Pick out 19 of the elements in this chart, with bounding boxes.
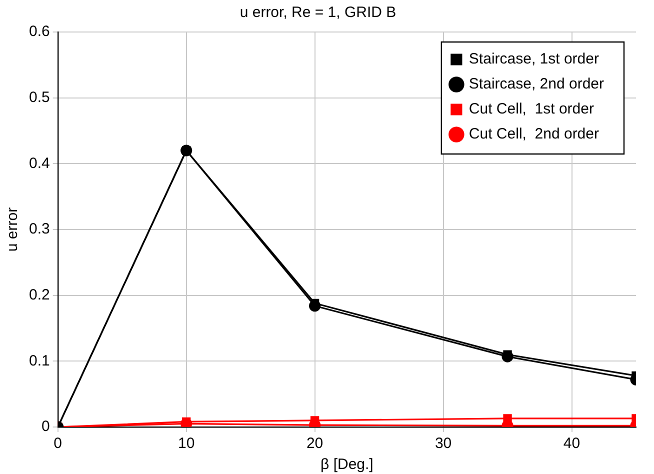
legend-label: Staircase, 1st order xyxy=(468,50,599,68)
x-tick-label: 40 xyxy=(563,435,580,452)
y-axis-title: u error xyxy=(4,207,22,252)
y-tick-label: 0.6 xyxy=(28,23,50,40)
y-tick-label: 0.1 xyxy=(28,352,50,370)
y-tick-label: 0.2 xyxy=(28,286,50,304)
x-tick-label: 0 xyxy=(54,435,62,452)
y-tick-label: 0.4 xyxy=(28,154,50,172)
legend-label: Cut Cell, 2nd order xyxy=(468,126,600,143)
x-axis-title: β [Deg.] xyxy=(320,456,374,474)
y-tick-label: 0 xyxy=(42,418,50,436)
y-tick-label: 0.5 xyxy=(28,88,50,106)
y-tick-label: 0.3 xyxy=(28,220,50,238)
x-tick-label: 30 xyxy=(434,435,452,452)
legend-label: Cut Cell, 1st order xyxy=(468,100,594,118)
x-tick-label: 10 xyxy=(178,435,195,452)
chart-title: u error, Re = 1, GRID B xyxy=(240,4,396,22)
legend-label: Staircase, 2nd order xyxy=(468,76,604,93)
x-tick-label: 20 xyxy=(306,435,324,452)
